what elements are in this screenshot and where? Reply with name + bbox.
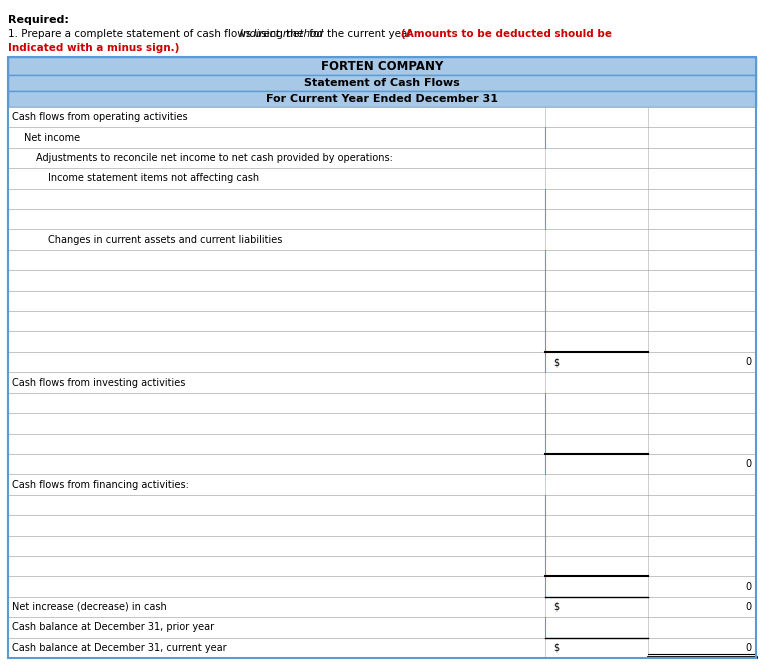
Text: Income statement items not affecting cash: Income statement items not affecting cas…	[48, 174, 259, 184]
Bar	[8, 270, 756, 291]
Text: For Current Year Ended December 31: For Current Year Ended December 31	[266, 94, 498, 104]
Bar	[8, 576, 756, 597]
Bar	[8, 454, 756, 474]
Bar	[8, 638, 756, 658]
Text: 0: 0	[746, 582, 752, 592]
Text: Changes in current assets and current liabilities: Changes in current assets and current li…	[48, 234, 283, 245]
Bar	[8, 209, 756, 229]
Text: $: $	[553, 643, 559, 653]
Bar	[8, 127, 756, 148]
Text: 1. Prepare a complete statement of cash flows using the: 1. Prepare a complete statement of cash …	[8, 29, 306, 39]
Text: Cash flows from financing activities:: Cash flows from financing activities:	[12, 480, 189, 490]
Text: Indicated with a minus sign.): Indicated with a minus sign.)	[8, 43, 180, 53]
Text: (Amounts to be deducted should be: (Amounts to be deducted should be	[401, 29, 612, 39]
Bar	[8, 107, 756, 127]
Bar	[8, 494, 756, 515]
Bar	[8, 311, 756, 332]
Text: $: $	[553, 602, 559, 612]
Text: Net increase (decrease) in cash: Net increase (decrease) in cash	[12, 602, 167, 612]
Bar	[8, 189, 756, 209]
Text: Net income: Net income	[24, 133, 80, 143]
Bar	[8, 57, 756, 658]
Text: Cash balance at December 31, prior year: Cash balance at December 31, prior year	[12, 622, 214, 632]
Bar	[8, 373, 756, 393]
Bar	[8, 597, 756, 617]
Text: for the current year.: for the current year.	[306, 29, 417, 39]
Text: Required:: Required:	[8, 15, 69, 25]
Bar	[8, 617, 756, 638]
Text: Cash balance at December 31, current year: Cash balance at December 31, current yea…	[12, 643, 227, 653]
Bar	[8, 291, 756, 311]
Text: Indirect method: Indirect method	[241, 29, 323, 39]
Bar	[8, 148, 756, 168]
Text: Adjustments to reconcile net income to net cash provided by operations:: Adjustments to reconcile net income to n…	[36, 153, 393, 163]
Bar	[8, 352, 756, 373]
Bar	[8, 535, 756, 556]
Text: FORTEN COMPANY: FORTEN COMPANY	[321, 60, 443, 72]
Text: Statement of Cash Flows: Statement of Cash Flows	[304, 78, 460, 88]
Text: $: $	[553, 357, 559, 367]
Bar	[8, 515, 756, 535]
Bar	[8, 75, 756, 91]
Bar	[8, 474, 756, 494]
Bar	[8, 168, 756, 189]
Text: 0: 0	[746, 357, 752, 367]
Text: Cash flows from investing activities: Cash flows from investing activities	[12, 377, 186, 387]
Bar	[8, 250, 756, 270]
Bar	[8, 393, 756, 413]
Bar	[8, 556, 756, 576]
Text: 0: 0	[746, 602, 752, 612]
Bar	[8, 332, 756, 352]
Bar	[8, 57, 756, 75]
Text: Cash flows from operating activities: Cash flows from operating activities	[12, 112, 188, 122]
Bar	[8, 433, 756, 454]
Text: 0: 0	[746, 643, 752, 653]
Bar	[8, 91, 756, 107]
Bar	[8, 229, 756, 250]
Text: 0: 0	[746, 459, 752, 469]
Bar	[8, 413, 756, 433]
